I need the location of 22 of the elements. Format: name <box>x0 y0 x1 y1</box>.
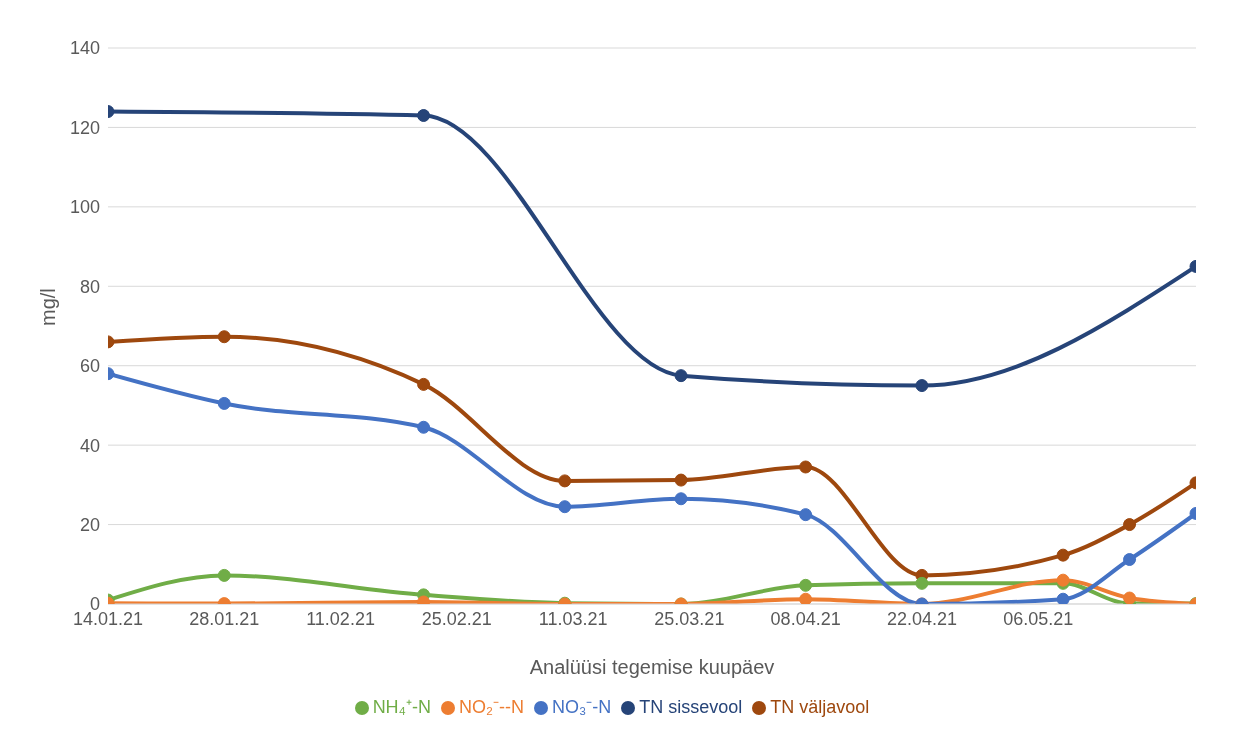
y-tick-label: 20 <box>79 514 100 535</box>
legend-label: TN sissevool <box>639 697 743 717</box>
y-tick-label: 120 <box>69 117 100 138</box>
x-tick-label: 11.02.21 <box>306 608 375 629</box>
y-tick-label: 80 <box>79 276 100 297</box>
x-axis-title: Analüüsi tegemise kuupäev <box>529 656 775 678</box>
x-tick-label: 28.01.21 <box>189 608 260 629</box>
x-tick-label: 25.02.21 <box>421 608 492 629</box>
legend-label: NH₄⁺-N <box>372 697 431 717</box>
y-tick-label: 60 <box>79 356 100 377</box>
x-tick-label: 06.05.21 <box>1003 608 1074 629</box>
y-tick-label: 40 <box>79 435 100 456</box>
legend-label: NO₂⁻--N <box>458 697 524 717</box>
y-tick-label: 140 <box>69 38 100 59</box>
x-tick-label: 11.03.21 <box>538 608 608 629</box>
legend-label: NO₃⁻-N <box>551 697 612 717</box>
x-tick-label: 22.04.21 <box>886 608 957 629</box>
x-tick-label: 08.04.21 <box>770 608 841 629</box>
y-tick-label: 100 <box>69 197 100 218</box>
x-tick-label: 25.03.21 <box>654 608 725 629</box>
y-axis-title: mg/l <box>37 288 60 326</box>
legend-label: TN väljavool <box>770 697 870 717</box>
